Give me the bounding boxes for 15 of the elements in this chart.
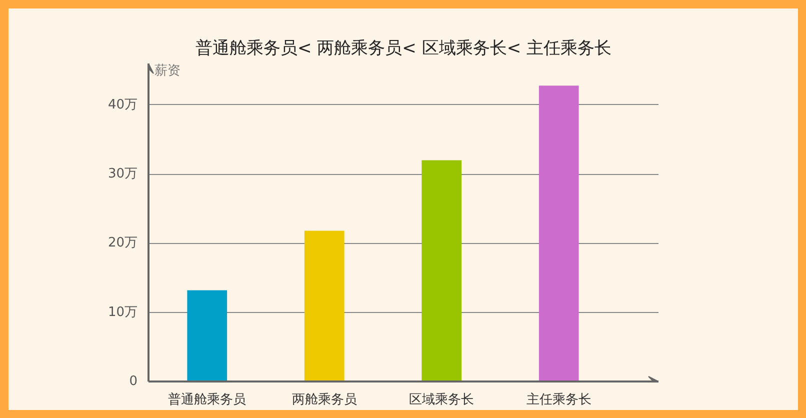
- y-tick-label: 20万: [108, 236, 138, 251]
- x-tick-label: 区域乘务长: [409, 392, 474, 408]
- y-axis-title: 薪资: [154, 64, 180, 78]
- y-tick-label: 40万: [108, 97, 138, 112]
- bar: [422, 160, 462, 382]
- x-tick-label: 普通舱乘务员: [168, 392, 246, 408]
- x-tick-label: 主任乘务长: [526, 392, 592, 408]
- chart-title: 普通舱乘务员< 两舱乘务员< 区域乘务长< 主任乘务长: [196, 38, 612, 58]
- y-tick-label: 0: [129, 374, 138, 389]
- y-tick-label: 10万: [108, 304, 138, 320]
- y-tick-label: 30万: [108, 166, 138, 182]
- bar: [538, 86, 579, 382]
- bar: [304, 230, 344, 382]
- x-tick-label: 两舱乘务员: [292, 392, 357, 408]
- bar: [187, 290, 228, 382]
